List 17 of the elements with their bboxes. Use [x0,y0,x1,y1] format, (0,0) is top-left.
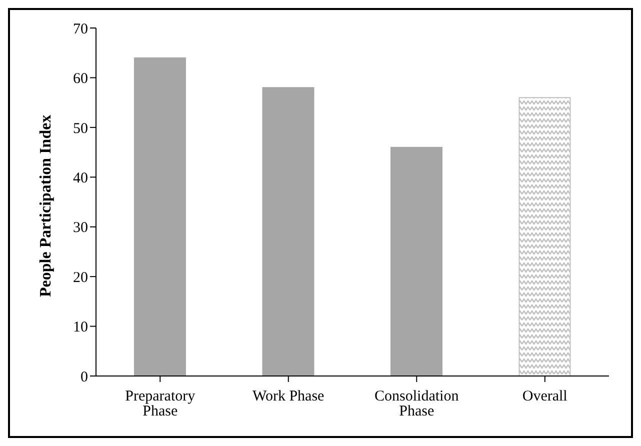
x-tick-label: Work Phase [252,388,325,405]
y-tick-label: 20 [73,270,88,286]
bar [518,97,571,376]
y-tick-label: 0 [80,369,88,386]
x-tick-label: Overall [522,388,568,405]
x-tick-label: Preparatory Phase [125,388,196,420]
bar [134,57,186,376]
bar [262,87,314,376]
y-tick-label: 40 [73,170,88,186]
y-tick-label: 50 [73,120,88,137]
y-tick-label: 60 [73,71,88,88]
y-tick-label: 30 [73,220,88,236]
y-tick-label: 70 [73,21,88,38]
bar [390,146,442,376]
y-tick-label: 10 [73,320,88,336]
y-axis-title: People Participation Index [38,114,55,297]
x-tick-label: Consolidation Phase [374,388,460,420]
